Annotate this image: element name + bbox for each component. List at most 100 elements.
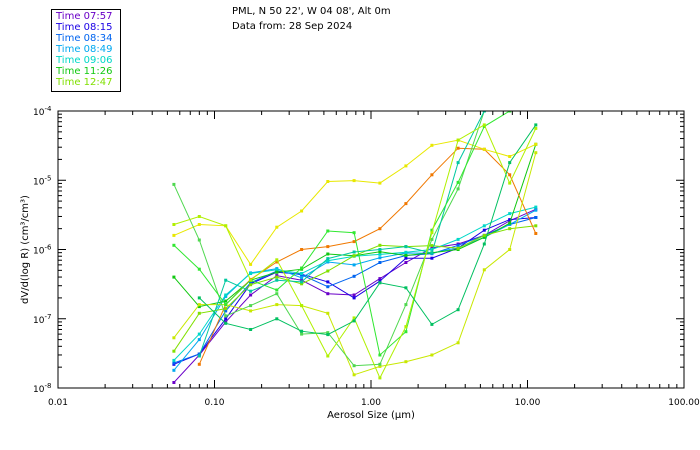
data-point: [430, 231, 434, 235]
x-tick-label: 100.00: [668, 398, 700, 408]
data-point: [352, 319, 356, 323]
series-line: [198, 147, 537, 365]
series-line: [173, 111, 510, 367]
data-point: [275, 275, 279, 279]
data-point: [249, 283, 253, 287]
data-point: [456, 138, 460, 142]
data-point: [482, 242, 486, 246]
data-point: [172, 223, 176, 226]
plot-area: [172, 111, 538, 384]
data-point: [482, 228, 486, 232]
legend-item: Time 09:06: [56, 55, 113, 66]
data-point: [352, 316, 356, 320]
x-tick-label: 0.01: [48, 398, 68, 408]
data-point: [326, 259, 330, 263]
data-point: [249, 328, 253, 331]
data-point: [456, 180, 460, 184]
data-point: [300, 332, 304, 336]
data-point: [326, 331, 330, 335]
legend-item: Time 08:34: [56, 33, 113, 44]
data-point: [197, 311, 201, 315]
data-point: [378, 227, 382, 231]
legend-item: Time 11:26: [56, 66, 113, 77]
data-point: [378, 243, 382, 247]
data-point: [326, 252, 330, 256]
station-info: PML, N 50 22', W 04 08', Alt 0m: [232, 6, 391, 17]
data-point: [224, 314, 228, 318]
data-point: [197, 215, 201, 218]
data-point: [430, 244, 434, 248]
data-point: [456, 308, 460, 312]
data-point: [404, 250, 408, 254]
legend-item: Time 12:47: [56, 77, 113, 88]
data-point: [326, 292, 330, 296]
data-point: [275, 225, 279, 229]
data-point: [224, 303, 228, 307]
data-point: [378, 248, 382, 251]
series-line: [173, 217, 536, 364]
data-point: [172, 233, 176, 237]
data-point: [197, 296, 201, 300]
data-point: [197, 354, 201, 358]
data-point: [456, 161, 460, 165]
data-point: [326, 333, 330, 337]
data-point: [378, 252, 382, 256]
x-tick-label: 0.10: [204, 398, 224, 408]
data-point: [404, 303, 408, 307]
data-point: [430, 248, 434, 251]
x-axis-title: Aerosol Size (µm): [327, 410, 415, 421]
data-point: [456, 243, 460, 247]
data-point: [197, 223, 201, 226]
data-point: [404, 202, 408, 206]
data-point: [534, 232, 538, 235]
data-point: [197, 305, 201, 309]
series-line: [173, 139, 537, 266]
data-point: [224, 293, 228, 297]
data-point: [482, 123, 486, 127]
data-point: [197, 352, 201, 356]
data-point: [197, 362, 201, 366]
data-point: [534, 216, 538, 219]
data-point: [482, 111, 486, 113]
data-point: [275, 288, 279, 292]
data-point: [352, 254, 356, 258]
data-point: [430, 353, 434, 357]
y-tick-label: 10-7: [33, 313, 51, 326]
data-point: [275, 270, 279, 274]
data-point: [378, 362, 382, 366]
data-point: [456, 146, 460, 150]
data-point: [456, 187, 460, 191]
data-point: [326, 180, 330, 183]
data-point: [378, 353, 382, 357]
x-tick-label: 1.00: [361, 398, 381, 408]
data-point: [404, 360, 408, 364]
plot-frame: [57, 110, 685, 389]
data-point: [508, 221, 512, 225]
data-point: [508, 111, 512, 113]
y-tick-label: 10-6: [33, 244, 52, 257]
data-point: [352, 274, 356, 278]
data-point: [275, 258, 279, 262]
data-point: [430, 228, 434, 232]
legend-item: Time 07:57: [56, 11, 113, 22]
data-point: [326, 245, 330, 249]
data-point: [224, 317, 228, 321]
data-point: [275, 278, 279, 282]
data-point: [378, 376, 382, 380]
data-point: [275, 303, 279, 307]
data-point: [534, 126, 538, 130]
data-point: [197, 267, 201, 271]
data-point: [197, 332, 201, 336]
x-tick-label: 10.00: [515, 398, 541, 408]
data-point: [326, 280, 330, 284]
data-point: [404, 325, 408, 329]
data-point: [534, 123, 538, 127]
data-point: [534, 205, 538, 209]
data-point: [275, 268, 279, 272]
data-point: [352, 179, 356, 183]
data-point: [172, 275, 176, 279]
data-point: [404, 164, 408, 168]
data-point: [249, 262, 253, 266]
data-point: [352, 364, 356, 368]
data-point: [378, 181, 382, 185]
